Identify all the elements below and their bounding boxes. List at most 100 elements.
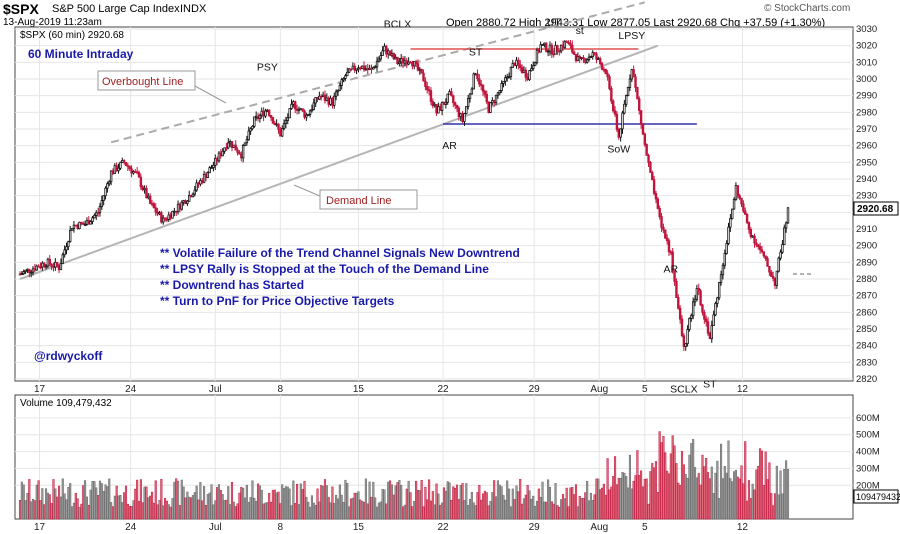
candle-body [749, 228, 753, 237]
volume-bar [331, 486, 334, 520]
candle-body [652, 179, 656, 194]
volume-bar [355, 492, 358, 520]
volume-bar [532, 495, 535, 520]
wyckoff-label: st [576, 25, 584, 37]
volume-bar [242, 487, 245, 520]
volume-bar [162, 505, 165, 520]
candle-body [612, 100, 615, 112]
candle-body [156, 211, 159, 215]
candle-body [747, 222, 751, 230]
candle-body [591, 52, 594, 57]
candle-body [535, 49, 539, 64]
volume-bar [210, 484, 213, 520]
candle-body [383, 45, 386, 52]
candle-body [496, 92, 500, 96]
volume-bar [422, 506, 425, 520]
volume-bar [537, 488, 540, 520]
candle-body [574, 54, 578, 62]
candle-body [727, 226, 730, 244]
volume-bar [641, 486, 645, 520]
candle-body [442, 102, 446, 105]
x-tick-label: 12 [737, 522, 749, 533]
volume-bar [197, 499, 200, 520]
volume-bar [640, 470, 643, 520]
volume-bar [496, 480, 499, 520]
candle-body [606, 73, 609, 78]
volume-bar [446, 481, 449, 520]
volume-bar [420, 480, 423, 520]
volume-bar [747, 480, 750, 520]
candle-body [396, 56, 399, 64]
candle-body [520, 67, 524, 73]
volume-bar [33, 500, 36, 520]
volume-bar [628, 454, 631, 520]
candle-body [124, 162, 128, 167]
volume-bar [199, 482, 202, 520]
volume-bar [725, 472, 728, 520]
candle-body [280, 128, 284, 137]
volume-bar [31, 498, 35, 520]
volume-bar [59, 496, 62, 520]
volume-bar [106, 486, 109, 520]
candle-body [228, 141, 232, 144]
candle-body [63, 249, 66, 256]
volume-bar [333, 503, 336, 520]
candle-body [305, 114, 308, 118]
volume-bar [703, 466, 706, 520]
volume-bar [108, 478, 111, 520]
volume-bar [413, 500, 416, 520]
candle-body [297, 108, 301, 111]
current-price-label: 2920.68 [857, 204, 894, 215]
candle-body [359, 67, 362, 70]
volume-bar [175, 478, 178, 520]
candle-body [240, 153, 243, 159]
overbought-callout-label: Overbought Line [102, 76, 183, 88]
candle-body [719, 274, 723, 283]
candle-body [777, 257, 780, 272]
volume-bar [69, 483, 72, 520]
candle-body [106, 183, 109, 189]
volume-bar [368, 481, 371, 520]
current-price-tag: 2920.68 [853, 201, 899, 216]
volume-bar [781, 493, 784, 520]
candle-body [643, 133, 647, 145]
candle-body [626, 87, 630, 96]
candle-body [589, 56, 593, 58]
candle-body [532, 65, 535, 69]
candle-body [732, 199, 736, 210]
candle-body [721, 264, 725, 276]
volume-bar [746, 500, 749, 520]
candle-body [608, 76, 611, 89]
volume-bar [602, 483, 605, 520]
candle-body [468, 93, 472, 99]
volume-bar [102, 491, 105, 520]
volume-bar [407, 480, 410, 520]
volume-bar [344, 479, 347, 520]
candle-body [478, 78, 481, 85]
volume-bar [571, 486, 574, 520]
candle-body [204, 173, 208, 178]
candle-body [420, 68, 423, 74]
candle-body [188, 195, 191, 202]
candle-body [654, 193, 658, 200]
y-tick-label: 2870 [856, 291, 877, 302]
candle-body [95, 212, 98, 216]
volume-bar [156, 504, 159, 520]
volume-bar [643, 478, 646, 520]
volume-bar [37, 480, 40, 520]
volume-bar [327, 497, 330, 520]
candle-body [515, 59, 518, 66]
candle-body [411, 62, 414, 67]
candle-body [507, 76, 511, 78]
candle-body [89, 221, 92, 225]
volume-bar [733, 471, 736, 520]
candle-body [217, 152, 221, 162]
volume-bar [128, 506, 131, 520]
volume-bar [126, 503, 129, 520]
y-tick-label: 2960 [856, 141, 877, 152]
volume-bar [48, 494, 51, 520]
candle-body [593, 52, 596, 55]
candle-body [502, 80, 505, 84]
wyckoff-label: SCLX [670, 383, 697, 395]
candle-body [122, 160, 126, 163]
